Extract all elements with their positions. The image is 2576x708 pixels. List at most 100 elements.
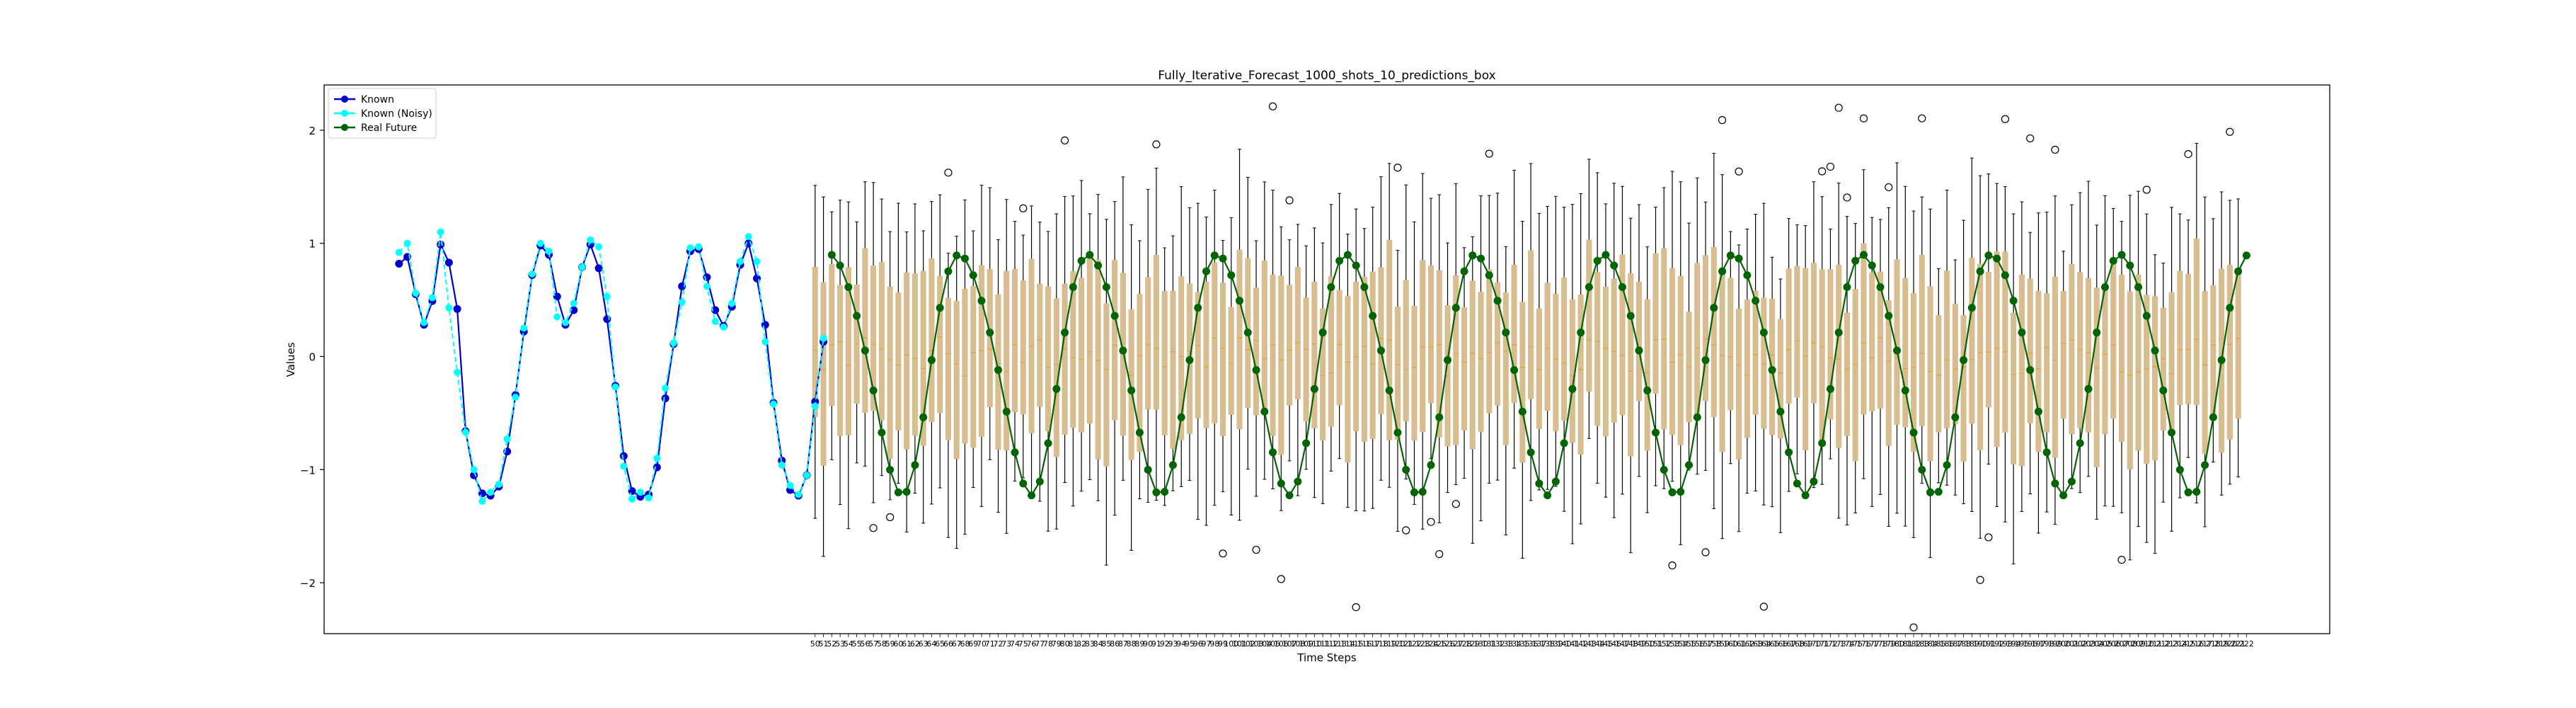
series-real-future-point: [1752, 297, 1760, 305]
series-real-future-point: [1385, 387, 1393, 395]
series-real-future-point: [2034, 407, 2042, 416]
series-real-future-point: [1610, 261, 1618, 270]
box-body: [1411, 305, 1418, 441]
box-outlier: [1668, 561, 1677, 570]
forecast-box: [1686, 222, 1692, 471]
series-real-future-point: [2134, 282, 2143, 291]
series-real-future-point: [2242, 251, 2250, 260]
box-outlier: [1435, 550, 1444, 559]
x-tick-label: 178: [1873, 639, 1887, 649]
series-real-future-point: [2192, 488, 2201, 496]
box-body: [1861, 243, 1867, 415]
box-body: [1944, 270, 1950, 429]
x-tick-label: 187: [1948, 639, 1962, 649]
series-known-point: [570, 306, 578, 314]
forecast-box: [1469, 236, 1476, 544]
box-body: [2085, 278, 2092, 433]
box-body: [2168, 292, 2175, 433]
series-known-noisy-point: [528, 270, 536, 278]
box-body: [1744, 299, 1750, 438]
series-real-future-point: [1651, 428, 1660, 437]
box-outlier: [1402, 526, 1410, 535]
box-body: [1270, 274, 1276, 436]
x-tick-label: 62: [910, 639, 920, 649]
box-body: [1827, 269, 1834, 420]
axes: −2−1012505152535455565758596061626364656…: [300, 125, 2254, 649]
series-real-future-point: [1768, 366, 1776, 375]
chart-title: Fully_Iterative_Forecast_1000_shots_10_p…: [1158, 69, 1495, 83]
series-known-noisy-point: [545, 247, 553, 255]
box-body: [2002, 251, 2008, 433]
forecast-box: [1994, 183, 2000, 507]
forecast-box: [1336, 193, 1342, 459]
series-real-future-point: [1194, 304, 1202, 312]
x-tick-label: 65: [935, 639, 945, 649]
forecast-box: [1826, 162, 1835, 459]
series-real-future-point: [2159, 387, 2168, 395]
series-known-noisy-point: [761, 338, 769, 346]
series-known-noisy-point: [520, 324, 528, 332]
series-real-future-point: [2076, 439, 2084, 447]
series-real-future-point: [1019, 479, 1028, 488]
forecast-box: [1277, 226, 1285, 583]
forecast-box: [1402, 184, 1410, 535]
series-known-point: [437, 240, 445, 249]
box-outlier: [1718, 116, 1727, 125]
x-tick-label: 142: [1573, 639, 1588, 649]
x-tick-label: 131: [1482, 639, 1497, 649]
series-known-noisy-point: [695, 243, 703, 251]
box-outlier: [1701, 548, 1710, 556]
x-tick-label: 60: [893, 639, 903, 649]
box-body: [1095, 259, 1101, 459]
box-outlier: [1427, 518, 1435, 526]
forecast-box: [987, 187, 993, 460]
series-real-future-point: [1618, 282, 1626, 291]
series-known-noisy-point: [653, 455, 661, 462]
box-body: [1478, 292, 1484, 433]
box-body: [1203, 281, 1209, 428]
x-tick-label: 212: [2156, 639, 2170, 649]
forecast-box: [1152, 140, 1161, 501]
series-real-future-point: [1993, 254, 2001, 263]
forecast-box: [886, 231, 895, 522]
box-body: [1261, 260, 1267, 413]
forecast-box: [1852, 223, 1858, 514]
x-tick-label: 156: [1690, 639, 1705, 649]
forecast-box: [2044, 212, 2050, 513]
series-real-future-point: [1934, 488, 1943, 496]
box-body: [1303, 297, 1309, 422]
series-real-future-point: [2093, 329, 2101, 337]
forecast-box: [1236, 149, 1243, 521]
forecast-box: [1869, 217, 1875, 507]
x-tick-label: 126: [1440, 639, 1455, 649]
forecast-box: [2093, 224, 2100, 520]
series-real-future-point: [2175, 466, 2184, 474]
box-body: [1278, 275, 1284, 455]
forecast-box: [1011, 221, 1018, 482]
series-real-future-point: [1410, 488, 1418, 496]
box-body: [1336, 290, 1342, 406]
forecast-box: [1701, 201, 1710, 556]
forecast-box: [1478, 195, 1484, 522]
x-tick-label: 177: [1865, 639, 1880, 649]
forecast-box: [1759, 202, 1768, 611]
x-tick-label: 222: [2239, 639, 2254, 649]
series-real-future-point: [960, 254, 969, 263]
x-tick-label: 84: [1093, 639, 1103, 649]
series-known-noisy-point: [628, 495, 636, 503]
series-known-noisy-point: [470, 466, 478, 474]
series-known-noisy-point: [395, 249, 403, 256]
series-real-future-point: [1526, 448, 1535, 457]
x-tick-label: 98: [1209, 639, 1219, 649]
series-known-noisy-point: [495, 481, 502, 489]
box-body: [1212, 262, 1218, 423]
forecast-box: [1427, 198, 1435, 526]
forecast-box: [1393, 164, 1402, 532]
x-tick-label: 216: [2189, 639, 2204, 649]
box-body: [1669, 268, 1676, 435]
x-tick-label: 192: [1989, 639, 2004, 649]
forecast-box: [1345, 234, 1351, 508]
series-real-future-point: [1052, 384, 1061, 393]
box-body: [2110, 263, 2117, 419]
forecast-box: [2193, 142, 2200, 503]
